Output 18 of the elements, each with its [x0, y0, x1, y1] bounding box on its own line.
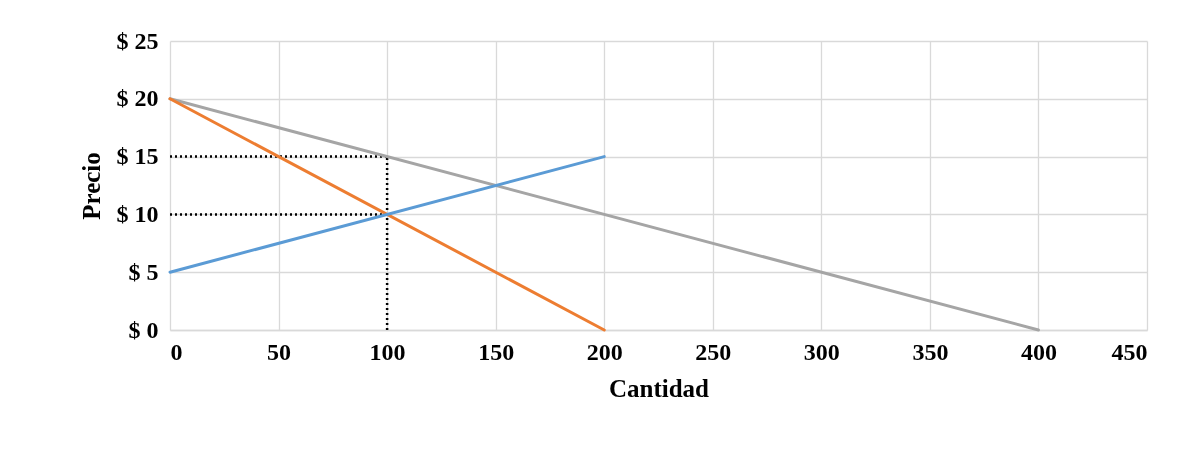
y-tick-label: $ 25	[116, 27, 159, 54]
x-tick-label: 300	[803, 338, 840, 365]
x-tick-label: 250	[695, 338, 732, 365]
x-tick-label: 450	[1111, 338, 1148, 365]
y-tick-label: $ 0	[128, 316, 159, 343]
x-tick-label: 350	[912, 338, 949, 365]
x-tick-label: 0	[170, 338, 183, 365]
x-tick-label: 150	[478, 338, 515, 365]
y-tick-label: $ 5	[128, 258, 159, 285]
y-tick-label: $ 15	[116, 143, 159, 170]
x-tick-label: 400	[1020, 338, 1057, 365]
y-tick-label: $ 10	[116, 200, 159, 227]
x-tick-label: 50	[267, 338, 292, 365]
x-tick-label: 100	[369, 338, 406, 365]
x-axis-title: Cantidad	[608, 374, 710, 402]
x-tick-label: 200	[586, 338, 623, 365]
y-tick-label: $ 20	[116, 85, 159, 112]
y-axis-title: Precio	[77, 152, 105, 220]
